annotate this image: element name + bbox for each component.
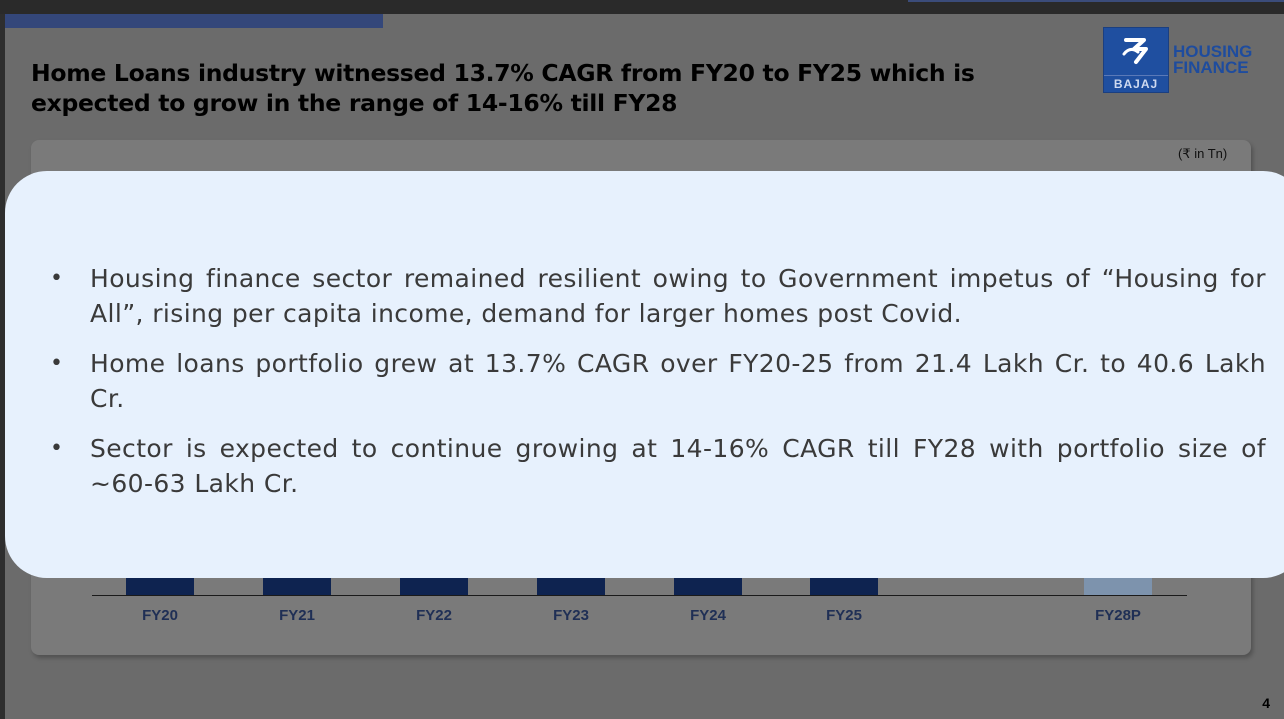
logo-wordmark-line-2: FINANCE — [1173, 58, 1249, 77]
slide-title-line-2: expected to grow in the range of 14-16% … — [31, 89, 678, 117]
logo-badge-text: BAJAJ — [1104, 75, 1168, 91]
bullet-dot-icon: • — [50, 266, 64, 291]
logo-wordmark-line-1: HOUSING — [1173, 42, 1253, 61]
x-tick-label: FY23 — [553, 607, 589, 624]
bullet-dot-icon: • — [50, 436, 64, 461]
window-left-edge — [0, 14, 5, 719]
slide-accent-bar — [5, 14, 383, 28]
popup-bullet-item: • Home loans portfolio grew at 13.7% CAG… — [50, 346, 1266, 416]
logo-wordmark: HOUSING FINANCE — [1173, 42, 1283, 77]
window-top-frame — [0, 0, 1284, 14]
popup-bullet-list: • Housing finance sector remained resili… — [50, 261, 1266, 516]
page-number: 4 — [1262, 695, 1270, 711]
chart-x-axis — [92, 595, 1187, 596]
x-tick-label: FY22 — [416, 607, 452, 624]
info-popup[interactable]: • Housing finance sector remained resili… — [5, 171, 1284, 578]
popup-bullet-item: • Sector is expected to continue growing… — [50, 431, 1266, 501]
x-tick-label: FY25 — [826, 607, 862, 624]
popup-bullet-text: Home loans portfolio grew at 13.7% CAGR … — [90, 349, 1266, 413]
slide-title: Home Loans industry witnessed 13.7% CAGR… — [31, 58, 1061, 118]
bajaj-logo: BAJAJ — [1103, 27, 1169, 93]
popup-bullet-text: Sector is expected to continue growing a… — [90, 434, 1266, 498]
popup-bullet-item: • Housing finance sector remained resili… — [50, 261, 1266, 331]
bajaj-symbol-icon — [1122, 38, 1148, 64]
top-accent-line — [908, 0, 1284, 2]
x-tick-label: FY21 — [279, 607, 315, 624]
x-tick-label: FY28P — [1095, 607, 1141, 624]
popup-bullet-text: Housing finance sector remained resilien… — [90, 264, 1266, 328]
x-tick-label: FY20 — [142, 607, 178, 624]
x-tick-label: FY24 — [690, 607, 726, 624]
slide-title-line-1: Home Loans industry witnessed 13.7% CAGR… — [31, 59, 975, 87]
chart-unit-label: (₹ in Tn) — [1178, 146, 1228, 161]
bullet-dot-icon: • — [50, 351, 64, 376]
